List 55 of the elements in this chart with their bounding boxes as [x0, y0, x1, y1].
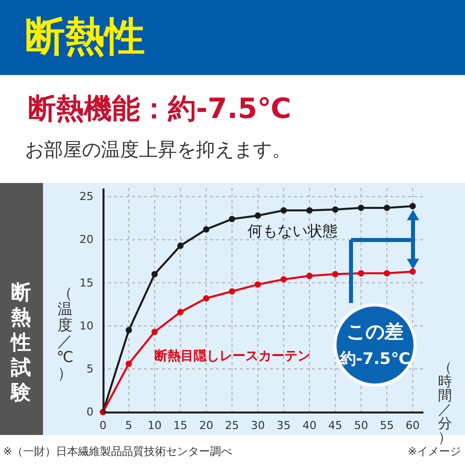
x-tick-label: 20	[199, 419, 214, 432]
chart-subtitle: 断熱機能：約-7.5℃	[28, 92, 292, 125]
x-tick-label: 25	[225, 419, 240, 432]
annotation: この差	[346, 321, 404, 343]
point	[410, 268, 416, 275]
x-tick-label: 5	[125, 419, 132, 432]
point	[280, 276, 287, 282]
x-tick-label: 40	[302, 419, 316, 432]
point	[151, 328, 158, 336]
x-tick-label: 45	[328, 419, 342, 432]
y-tick-label: 25	[80, 190, 94, 204]
point	[358, 270, 364, 276]
point	[306, 272, 313, 280]
chart-title: 断熱性	[25, 14, 145, 60]
x-tick-label: 30	[250, 419, 265, 432]
x-tick-label: 55	[380, 419, 394, 432]
text: ※イメージ	[408, 445, 461, 458]
series-label: 断熱目隠しレースカーテン	[154, 348, 311, 364]
point	[384, 270, 390, 276]
point	[203, 295, 210, 302]
point	[177, 308, 184, 316]
point	[280, 207, 287, 214]
x-axis-title: （時間／分）	[438, 360, 452, 446]
y-axis-title: （温度／℃）	[56, 284, 74, 382]
x-tick-label: 60	[406, 419, 420, 432]
text: お部屋の温度上昇を抑えます。	[25, 139, 291, 161]
x-tick-label: 10	[148, 419, 162, 432]
y-tick-label: 15	[80, 276, 94, 290]
point	[254, 212, 261, 219]
point	[126, 327, 132, 334]
y-tick-label: 10	[80, 319, 94, 332]
annotation: 約-7.5℃	[338, 349, 410, 368]
point	[358, 204, 364, 211]
point	[151, 271, 158, 278]
point	[228, 216, 236, 222]
point	[126, 360, 132, 367]
x-tick-label: 15	[173, 419, 188, 432]
point	[228, 288, 236, 295]
point	[306, 207, 313, 214]
x-tick-label: 35	[276, 419, 291, 432]
point	[332, 206, 338, 213]
point	[203, 226, 210, 233]
point	[384, 204, 390, 211]
series-label: 何もない状態	[248, 222, 338, 240]
text: ※（一財）日本繊維製品品質技術センター調べ	[3, 445, 232, 458]
text: 断熱性試験	[9, 280, 32, 404]
point	[177, 242, 184, 249]
point	[254, 281, 261, 288]
point	[332, 271, 338, 278]
y-tick-label: 0	[86, 406, 94, 418]
y-tick-label: 5	[86, 362, 94, 376]
x-tick-label: 50	[354, 419, 368, 432]
point	[410, 202, 416, 210]
x-tick-label: 0	[100, 419, 106, 432]
y-tick-label: 20	[80, 233, 94, 246]
